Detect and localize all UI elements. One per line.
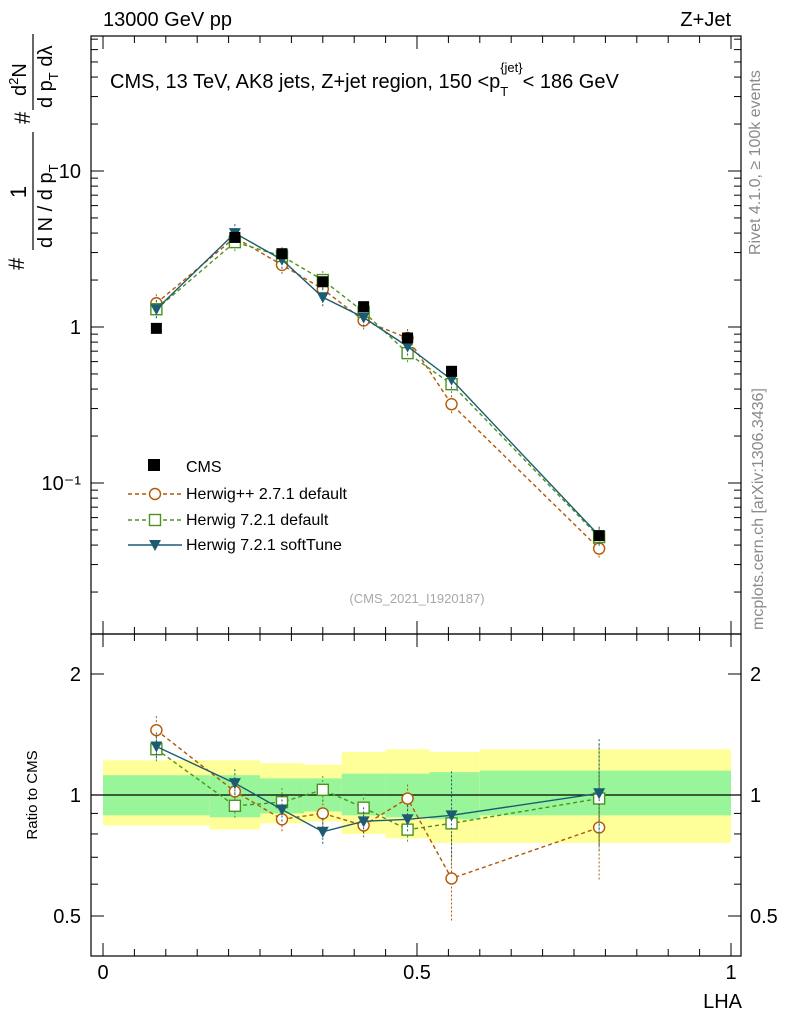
ylabel-denominator: d N / d pT xyxy=(35,164,61,248)
ratio-point xyxy=(593,788,606,800)
ratio-x-tick-label: 0 xyxy=(97,962,108,984)
y-tick-label: 10⁻¹ xyxy=(42,473,82,495)
legend: CMS Herwig++ 2.7.1 default Herwig 7.2.1 … xyxy=(128,459,348,554)
series-point xyxy=(357,312,370,324)
legend-marker-softtune xyxy=(149,540,161,551)
ratio-y-tick-label-right: 0.5 xyxy=(750,906,778,928)
legend-marker-herwig7 xyxy=(148,513,162,527)
ratio-y-tick-label-right: 1 xyxy=(750,785,761,807)
ratio-point xyxy=(445,872,458,885)
ratio-point xyxy=(150,741,163,753)
ylabel-numerator-2: d2N xyxy=(6,63,31,96)
ratio-line xyxy=(156,745,600,833)
analysis-watermark: (CMS_2021_I1920187) xyxy=(349,591,484,606)
data-point xyxy=(276,248,288,260)
y-tick-label: 10 xyxy=(59,161,81,183)
legend-label-cms: CMS xyxy=(186,459,222,476)
series-point xyxy=(445,397,458,411)
main-ylabel: # 1 d N / d pT # d2N d pT dλ xyxy=(4,34,61,270)
ratio-line xyxy=(155,748,600,831)
legend-marker-herwigpp xyxy=(148,487,162,501)
main-series xyxy=(150,224,606,558)
ratio-point xyxy=(357,816,370,828)
uncertainty-band-inner xyxy=(479,770,731,816)
ratio-y-tick-label-right: 2 xyxy=(750,664,761,686)
data-point xyxy=(402,332,414,344)
ratio-series xyxy=(150,716,606,923)
series-point xyxy=(401,341,414,353)
data-point xyxy=(229,231,241,243)
ratio-panel: 2 2 1 1 0.5 0.5 0 0.5 1 Ratio to CMS LHA xyxy=(24,633,778,1013)
ylabel-numerator: 1 xyxy=(6,186,31,198)
main-axes: 10 1 10⁻¹ xyxy=(42,36,741,634)
header-process: Z+Jet xyxy=(680,9,731,31)
ratio-line xyxy=(155,729,600,880)
data-point xyxy=(358,301,370,313)
ratio-point xyxy=(316,783,329,797)
legend-label-herwigpp: Herwig++ 2.7.1 default xyxy=(186,486,348,503)
ratio-point xyxy=(316,807,329,820)
y-tick-label: 1 xyxy=(70,317,81,339)
ratio-y-tick-label: 2 xyxy=(70,664,81,686)
ratio-point xyxy=(228,778,241,790)
ratio-y-tick-label: 0.5 xyxy=(53,906,81,928)
data-point xyxy=(446,365,458,377)
header-energy: 13000 GeV pp xyxy=(103,9,232,31)
main-title: CMS, 13 TeV, AK8 jets, Z+jet region, 150… xyxy=(110,60,619,99)
series-line xyxy=(155,232,600,537)
ratio-point xyxy=(316,826,329,838)
ratio-axes: 2 2 1 1 0.5 0.5 0 0.5 1 xyxy=(53,634,778,984)
svg-text:#: # xyxy=(4,257,29,270)
series-point xyxy=(150,304,163,316)
legend-marker-cms xyxy=(148,459,160,471)
ratio-point xyxy=(445,810,458,822)
ratio-point xyxy=(401,792,414,805)
svg-text:#: # xyxy=(10,111,35,124)
ratio-xlabel: LHA xyxy=(703,991,743,1013)
series-point xyxy=(445,374,458,386)
data-point xyxy=(150,322,162,334)
mcplots-label: mcplots.cern.ch [arXiv:1306.3436] xyxy=(750,388,767,630)
rivet-label: Rivet 4.1.0, ≥ 100k events xyxy=(747,70,764,255)
legend-label-softtune: Herwig 7.2.1 softTune xyxy=(186,537,342,554)
ratio-x-tick-label: 1 xyxy=(725,962,736,984)
series-point xyxy=(316,292,329,304)
legend-label-herwig7: Herwig 7.2.1 default xyxy=(186,512,329,529)
main-panel: 10 1 10⁻¹ CMS, 13 TeV, AK8 jets, Z+jet reg… xyxy=(4,34,742,635)
ratio-point xyxy=(275,804,288,816)
data-point xyxy=(317,276,329,288)
ratio-point xyxy=(228,799,242,813)
ratio-x-tick-label: 0.5 xyxy=(403,962,431,984)
ratio-ylabel: Ratio to CMS xyxy=(24,750,41,839)
series-line xyxy=(155,241,600,538)
data-point xyxy=(593,530,605,542)
ylabel-denominator-2: d pT dλ xyxy=(35,46,61,108)
ratio-point xyxy=(401,814,414,826)
ratio-y-tick-label: 1 xyxy=(70,785,81,807)
